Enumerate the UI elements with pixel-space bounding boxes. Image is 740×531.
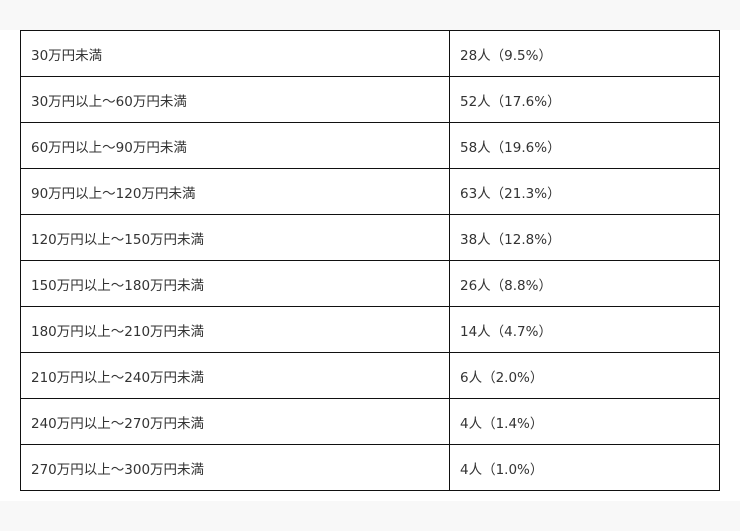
table-row: 270万円以上～300万円未満 4人（1.0%） xyxy=(20,444,720,491)
range-cell: 60万円以上～90万円未満 xyxy=(20,122,450,169)
count-cell: 14人（4.7%） xyxy=(449,306,720,353)
count-cell: 4人（1.4%） xyxy=(449,398,720,445)
table-row: 30万円未満 28人（9.5%） xyxy=(20,30,720,77)
table-row: 60万円以上～90万円未満 58人（19.6%） xyxy=(20,122,720,169)
table-row: 240万円以上～270万円未満 4人（1.4%） xyxy=(20,398,720,445)
range-cell: 30万円未満 xyxy=(20,30,450,77)
count-cell: 63人（21.3%） xyxy=(449,168,720,215)
distribution-table: 30万円未満 28人（9.5%） 30万円以上～60万円未満 52人（17.6%） 60… xyxy=(20,30,720,491)
table-row: 30万円以上～60万円未満 52人（17.6%） xyxy=(20,76,720,123)
range-cell: 150万円以上～180万円未満 xyxy=(20,260,450,307)
count-cell: 6人（2.0%） xyxy=(449,352,720,399)
count-cell: 58人（19.6%） xyxy=(449,122,720,169)
range-cell: 90万円以上～120万円未満 xyxy=(20,168,450,215)
range-cell: 180万円以上～210万円未満 xyxy=(20,306,450,353)
table-row: 180万円以上～210万円未満 14人（4.7%） xyxy=(20,306,720,353)
range-cell: 120万円以上～150万円未満 xyxy=(20,214,450,261)
count-cell: 52人（17.6%） xyxy=(449,76,720,123)
range-cell: 240万円以上～270万円未満 xyxy=(20,398,450,445)
table-row: 90万円以上～120万円未満 63人（21.3%） xyxy=(20,168,720,215)
bottom-background-band xyxy=(0,501,740,531)
count-cell: 38人（12.8%） xyxy=(449,214,720,261)
range-cell: 30万円以上～60万円未満 xyxy=(20,76,450,123)
range-cell: 210万円以上～240万円未満 xyxy=(20,352,450,399)
count-cell: 4人（1.0%） xyxy=(449,444,720,491)
table-row: 120万円以上～150万円未満 38人（12.8%） xyxy=(20,214,720,261)
range-cell: 270万円以上～300万円未満 xyxy=(20,444,450,491)
count-cell: 28人（9.5%） xyxy=(449,30,720,77)
count-cell: 26人（8.8%） xyxy=(449,260,720,307)
table-row: 210万円以上～240万円未満 6人（2.0%） xyxy=(20,352,720,399)
top-background-band xyxy=(0,0,740,30)
table-row: 150万円以上～180万円未満 26人（8.8%） xyxy=(20,260,720,307)
